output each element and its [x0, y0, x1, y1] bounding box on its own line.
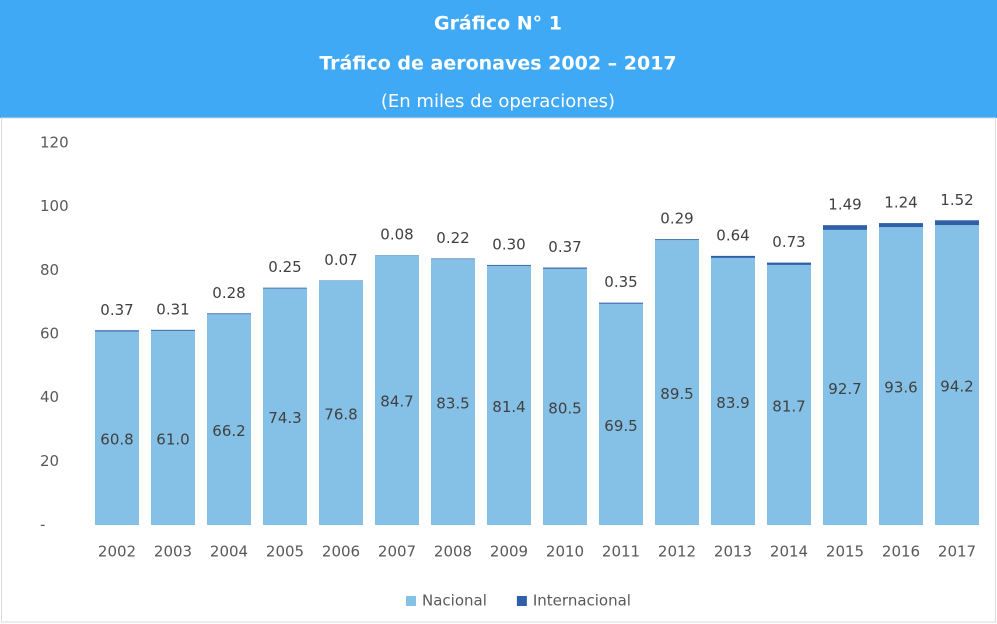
chart-subtitle: Tráfico de aeronaves 2002 – 2017	[319, 53, 676, 75]
data-label: 60.8	[100, 431, 133, 449]
data-label: 0.31	[156, 300, 189, 318]
x-tick-label: 2003	[154, 543, 192, 561]
data-label: 83.9	[716, 394, 749, 412]
legend-label: Nacional	[422, 592, 487, 610]
data-label: 0.73	[772, 233, 805, 251]
bar-segment	[431, 259, 475, 525]
data-label: 1.52	[940, 191, 973, 209]
x-tick-label: 2015	[826, 543, 864, 561]
x-tick-label: 2005	[266, 543, 304, 561]
legend-swatch	[516, 596, 527, 606]
bar-segment	[655, 239, 699, 241]
y-tick-label: -	[40, 516, 45, 534]
y-tick-label: 60	[40, 325, 59, 343]
legend-label: Internacional	[533, 592, 631, 610]
x-tick-label: 2016	[882, 543, 920, 561]
bar-segment	[487, 265, 531, 525]
y-tick-label: 20	[40, 452, 59, 470]
data-label: 84.7	[380, 393, 413, 411]
bar-segment	[599, 302, 643, 304]
data-label: 0.64	[716, 226, 749, 244]
x-tick-label: 2013	[714, 543, 752, 561]
bar-segment	[319, 280, 363, 525]
data-label: 76.8	[324, 405, 357, 423]
bar-segment	[711, 255, 755, 258]
x-tick-label: 2007	[378, 543, 416, 561]
data-label: 93.6	[884, 379, 917, 397]
x-tick-label: 2012	[658, 543, 696, 561]
bar-segment	[823, 225, 867, 230]
data-label: 61.0	[156, 430, 189, 448]
bar-segment	[207, 314, 251, 525]
data-label: 0.35	[604, 273, 637, 291]
y-tick-label: 120	[40, 134, 69, 152]
data-label: 0.37	[100, 301, 133, 319]
x-tick-label: 2011	[602, 543, 640, 561]
x-tick-label: 2009	[490, 543, 528, 561]
chart-border	[1, 117, 996, 623]
data-label: 69.5	[604, 417, 637, 435]
bar-segment	[823, 229, 867, 525]
data-label: 83.5	[436, 395, 469, 413]
bar-segment	[263, 288, 307, 525]
chart-title: Gráfico N° 1	[434, 13, 562, 35]
legend-swatch	[406, 596, 416, 606]
y-tick-label: 100	[40, 197, 69, 215]
bar-segment	[151, 330, 195, 525]
data-label: 74.3	[268, 409, 301, 427]
bar-segment	[95, 330, 139, 332]
bar-segment	[543, 268, 587, 525]
data-label: 0.30	[492, 235, 525, 253]
bar-segment	[543, 267, 587, 269]
data-label: 1.49	[828, 196, 861, 214]
bar-segment	[767, 264, 811, 525]
data-label: 0.07	[324, 251, 357, 269]
data-label: 81.7	[772, 397, 805, 415]
bar-segment	[879, 227, 923, 526]
chart-note: (En miles de operaciones)	[381, 91, 615, 112]
bar-segment	[487, 264, 531, 266]
bar-segment	[935, 225, 979, 525]
data-label: 0.29	[660, 210, 693, 228]
bar-segment	[375, 255, 419, 525]
bar-segment	[767, 262, 811, 265]
x-tick-label: 2002	[98, 543, 136, 561]
data-label: 89.5	[660, 385, 693, 403]
y-tick-label: 80	[40, 261, 59, 279]
bar-segment	[655, 240, 699, 525]
data-label: 0.37	[548, 238, 581, 256]
bar-segment	[207, 313, 251, 315]
y-tick-label: 40	[40, 388, 59, 406]
x-tick-label: 2004	[210, 543, 248, 561]
bar-segment	[95, 331, 139, 525]
bar-segment	[879, 223, 923, 228]
x-tick-label: 2014	[770, 543, 808, 561]
data-label: 1.24	[884, 194, 917, 212]
x-tick-label: 2006	[322, 543, 360, 561]
header-band	[0, 0, 997, 118]
x-tick-label: 2010	[546, 543, 584, 561]
data-label: 80.5	[548, 399, 581, 417]
x-tick-label: 2017	[938, 543, 976, 561]
bar-segment	[431, 258, 475, 260]
bar-segment	[711, 257, 755, 525]
data-label: 92.7	[828, 380, 861, 398]
bar-segment	[599, 303, 643, 525]
x-tick-label: 2008	[434, 543, 472, 561]
data-label: 94.2	[940, 378, 973, 396]
data-label: 81.4	[492, 398, 525, 416]
data-label: 0.22	[436, 229, 469, 247]
bar-segment	[151, 329, 195, 331]
data-label: 66.2	[212, 422, 245, 440]
bar-segment	[263, 287, 307, 289]
bar-segment	[935, 220, 979, 226]
data-label: 0.25	[268, 258, 301, 276]
data-label: 0.28	[212, 284, 245, 302]
data-label: 0.08	[380, 226, 413, 244]
